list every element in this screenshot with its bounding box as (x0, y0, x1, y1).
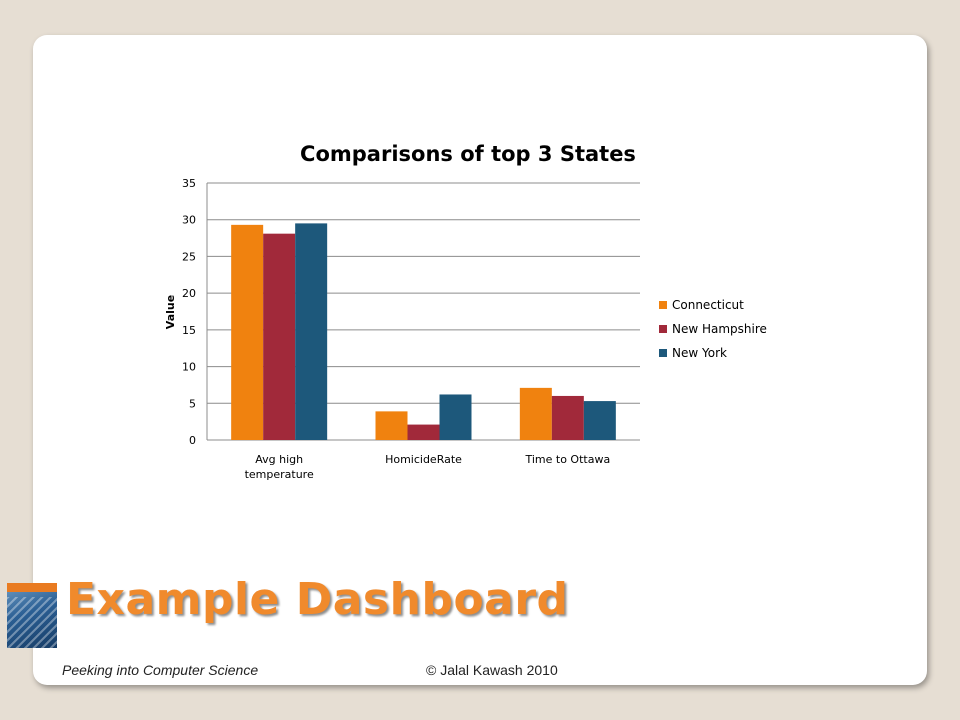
y-axis-title: Value (164, 295, 177, 329)
x-tick-label: Avg high (255, 453, 303, 466)
chart-title: Comparisons of top 3 States (300, 142, 636, 166)
footer-course-name: Peeking into Computer Science (62, 662, 259, 678)
y-tick-labels: 0 5 10 15 20 25 30 35 (182, 177, 196, 447)
footer-copyright: © Jalal Kawash 2010 (426, 662, 558, 678)
y-tick-label: 10 (182, 361, 196, 374)
bar (519, 387, 552, 440)
bar (439, 394, 472, 440)
y-tick-label: 25 (182, 250, 196, 263)
legend-label: New Hampshire (672, 322, 767, 336)
legend-label: Connecticut (672, 298, 744, 312)
x-tick-label: Time to Ottawa (524, 453, 610, 466)
slide-panel (33, 35, 927, 685)
legend-swatch (659, 349, 667, 357)
bar (375, 411, 408, 440)
dashboard-heading: Example Dashboard (66, 574, 569, 625)
bars (231, 223, 616, 440)
y-tick-label: 0 (189, 434, 196, 447)
bar (407, 424, 440, 440)
y-tick-label: 35 (182, 177, 196, 190)
y-tick-label: 5 (189, 397, 196, 410)
bar (583, 401, 616, 440)
book-cover-icon (7, 583, 57, 648)
book-cover-pattern (7, 597, 57, 648)
x-tick-label: HomicideRate (385, 453, 462, 466)
y-tick-label: 20 (182, 287, 196, 300)
legend: Connecticut New Hampshire New York (659, 298, 767, 360)
y-tick-label: 30 (182, 214, 196, 227)
x-tick-labels: Avg high temperature HomicideRate Time to O… (245, 453, 611, 481)
legend-swatch (659, 301, 667, 309)
bar (295, 223, 328, 440)
bar (551, 395, 584, 440)
bar (263, 233, 296, 440)
y-tick-label: 15 (182, 324, 196, 337)
legend-swatch (659, 325, 667, 333)
book-cover-band (7, 583, 57, 592)
legend-label: New York (672, 346, 727, 360)
x-tick-label: temperature (245, 468, 314, 481)
bar (231, 224, 264, 440)
